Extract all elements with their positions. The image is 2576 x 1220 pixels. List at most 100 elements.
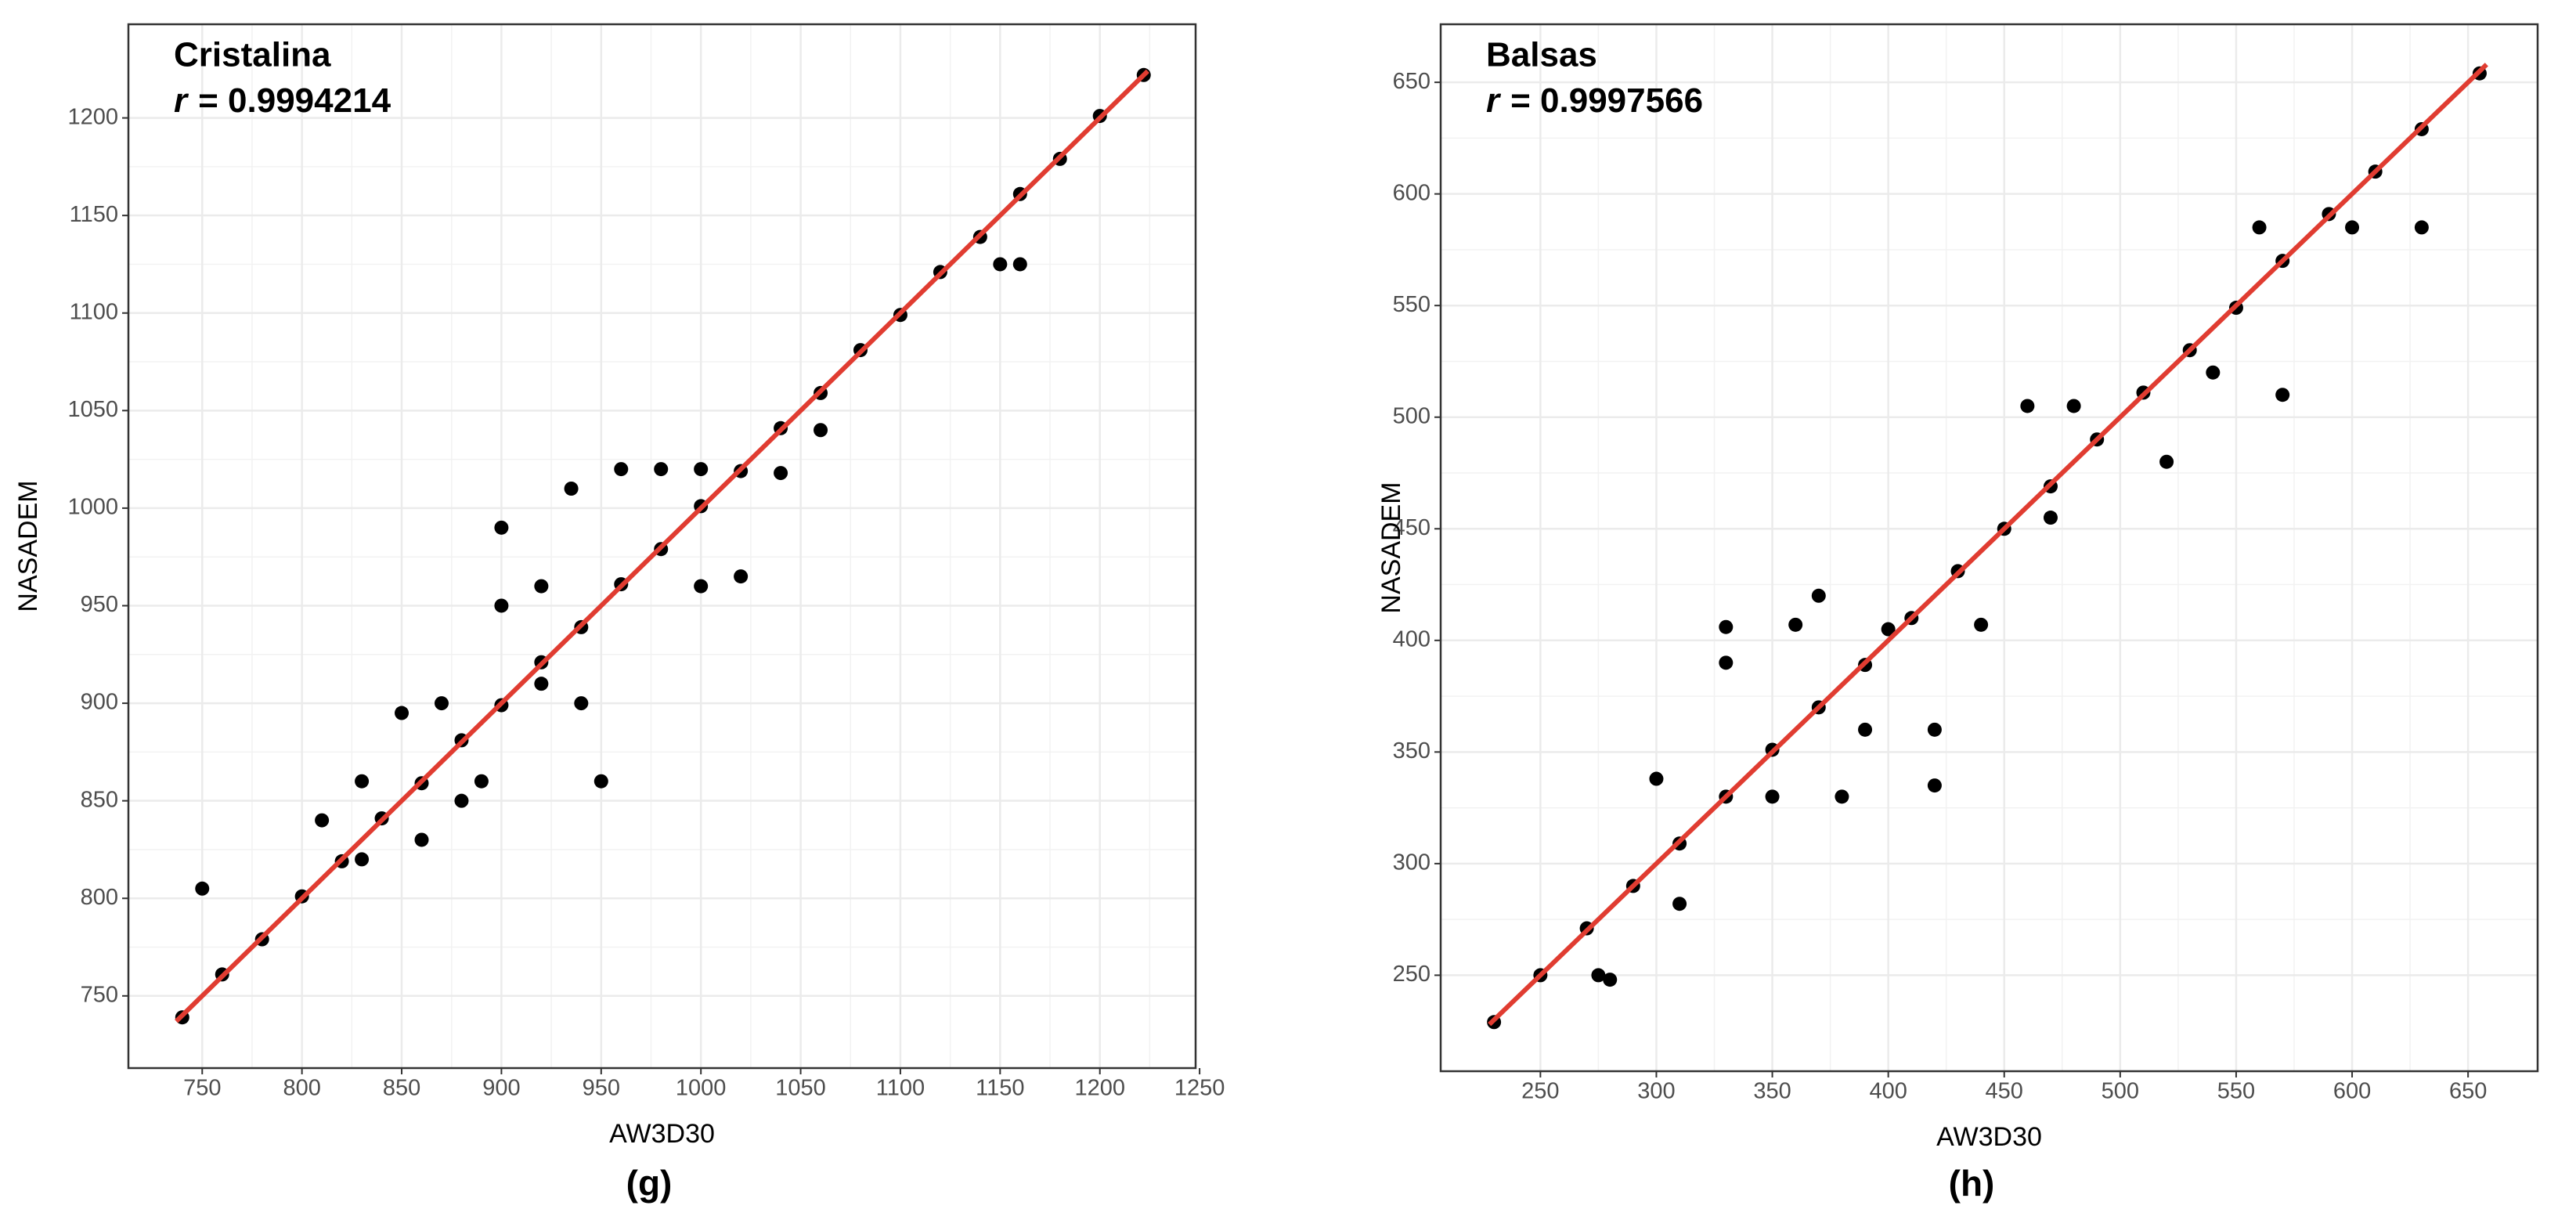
point [1974, 617, 1989, 632]
point [1881, 622, 1896, 637]
point [614, 462, 629, 477]
y-tick-label: 800 [81, 885, 118, 910]
point [1858, 722, 1873, 737]
y-tick-label: 550 [1393, 292, 1431, 317]
x-tick-label: 450 [1986, 1079, 2023, 1104]
point [1927, 778, 1942, 793]
x-axis-label: AW3D30 [609, 1119, 715, 1149]
point [574, 696, 589, 711]
x-tick-label: 900 [482, 1076, 520, 1101]
point [534, 677, 549, 691]
point [774, 466, 788, 481]
point [593, 774, 608, 789]
x-tick-label: 1200 [1074, 1076, 1125, 1101]
point [564, 481, 579, 496]
point [2159, 454, 2174, 469]
fit-line [1488, 63, 2488, 1027]
x-tick-label: 1050 [775, 1076, 826, 1101]
y-axis-label: NASADEM [13, 480, 43, 612]
x-tick-label: 750 [183, 1076, 221, 1101]
stat-label: r = 0.9994214 [174, 81, 391, 120]
point [1591, 968, 1606, 983]
point [993, 257, 1008, 272]
point [734, 569, 749, 584]
x-tick-label: 1150 [976, 1076, 1024, 1101]
point [395, 706, 409, 720]
point [1012, 257, 1027, 272]
point [1927, 722, 1942, 737]
panel-caption: (h) [1949, 1163, 1995, 1204]
y-tick-label: 400 [1393, 626, 1431, 652]
point [694, 462, 709, 477]
point [2043, 511, 2058, 525]
x-tick-label: 400 [1869, 1079, 1907, 1104]
x-tick-label: 650 [2449, 1079, 2487, 1104]
stat-text: = 0.9997566 [1510, 81, 1703, 120]
y-tick-label: 1150 [70, 202, 118, 227]
y-tick-label: 500 [1393, 403, 1431, 428]
point [2206, 365, 2221, 380]
point [1603, 973, 1618, 987]
y-tick-label: 850 [81, 787, 118, 812]
x-tick-label: 1250 [1174, 1076, 1225, 1101]
stat-text: = 0.9994214 [198, 81, 391, 120]
x-tick-label: 250 [1521, 1079, 1559, 1104]
point [654, 462, 669, 477]
x-tick-label: 500 [2102, 1079, 2139, 1104]
y-axis-label: NASADEM [1376, 482, 1406, 613]
point [315, 813, 330, 828]
point [1765, 789, 1780, 804]
y-tick-label: 600 [1393, 180, 1431, 205]
y-tick-label: 750 [81, 982, 118, 1007]
x-tick-label: 1000 [676, 1076, 727, 1101]
point [474, 774, 489, 789]
y-tick-label: 1100 [70, 299, 118, 324]
point [1649, 771, 1664, 786]
y-tick-label: 350 [1393, 738, 1431, 763]
x-tick-label: 300 [1637, 1079, 1675, 1104]
fit-line [175, 69, 1149, 1023]
panel-caption: (g) [626, 1163, 673, 1204]
y-tick-label: 1050 [67, 397, 118, 422]
point [694, 579, 709, 594]
point [534, 579, 549, 594]
point [1672, 897, 1687, 911]
point [195, 881, 210, 896]
point [1811, 588, 1826, 603]
point [2020, 399, 2035, 413]
stat-symbol: r [1486, 81, 1502, 120]
point [1719, 619, 1734, 634]
x-axis-label: AW3D30 [1936, 1122, 2042, 1152]
x-tick-label: 550 [2217, 1079, 2255, 1104]
plot-border [1439, 23, 2539, 1073]
x-tick-label: 950 [583, 1076, 620, 1101]
point [414, 832, 429, 847]
panel-title: Balsas [1486, 36, 1597, 74]
y-tick-label: 950 [81, 592, 118, 617]
x-tick-label: 1100 [876, 1076, 925, 1101]
y-tick-label: 1000 [67, 495, 118, 520]
stat-symbol: r [174, 81, 189, 120]
x-tick-label: 350 [1753, 1079, 1791, 1104]
point [434, 696, 449, 711]
point [454, 793, 469, 808]
point [494, 598, 509, 613]
y-tick-label: 250 [1393, 962, 1431, 987]
plot-border [127, 23, 1197, 1070]
point [1719, 655, 1734, 670]
y-tick-label: 900 [81, 690, 118, 715]
point [355, 852, 370, 867]
point [355, 774, 370, 789]
x-tick-label: 600 [2333, 1079, 2371, 1104]
y-tick-label: 450 [1393, 515, 1431, 540]
stat-label: r = 0.9997566 [1486, 81, 1703, 120]
point [2414, 220, 2429, 235]
point [814, 423, 828, 438]
y-tick-label: 300 [1393, 850, 1431, 875]
point [1788, 617, 1803, 632]
point [494, 520, 509, 535]
point [1835, 789, 1849, 804]
panel-title: Cristalina [174, 36, 331, 74]
